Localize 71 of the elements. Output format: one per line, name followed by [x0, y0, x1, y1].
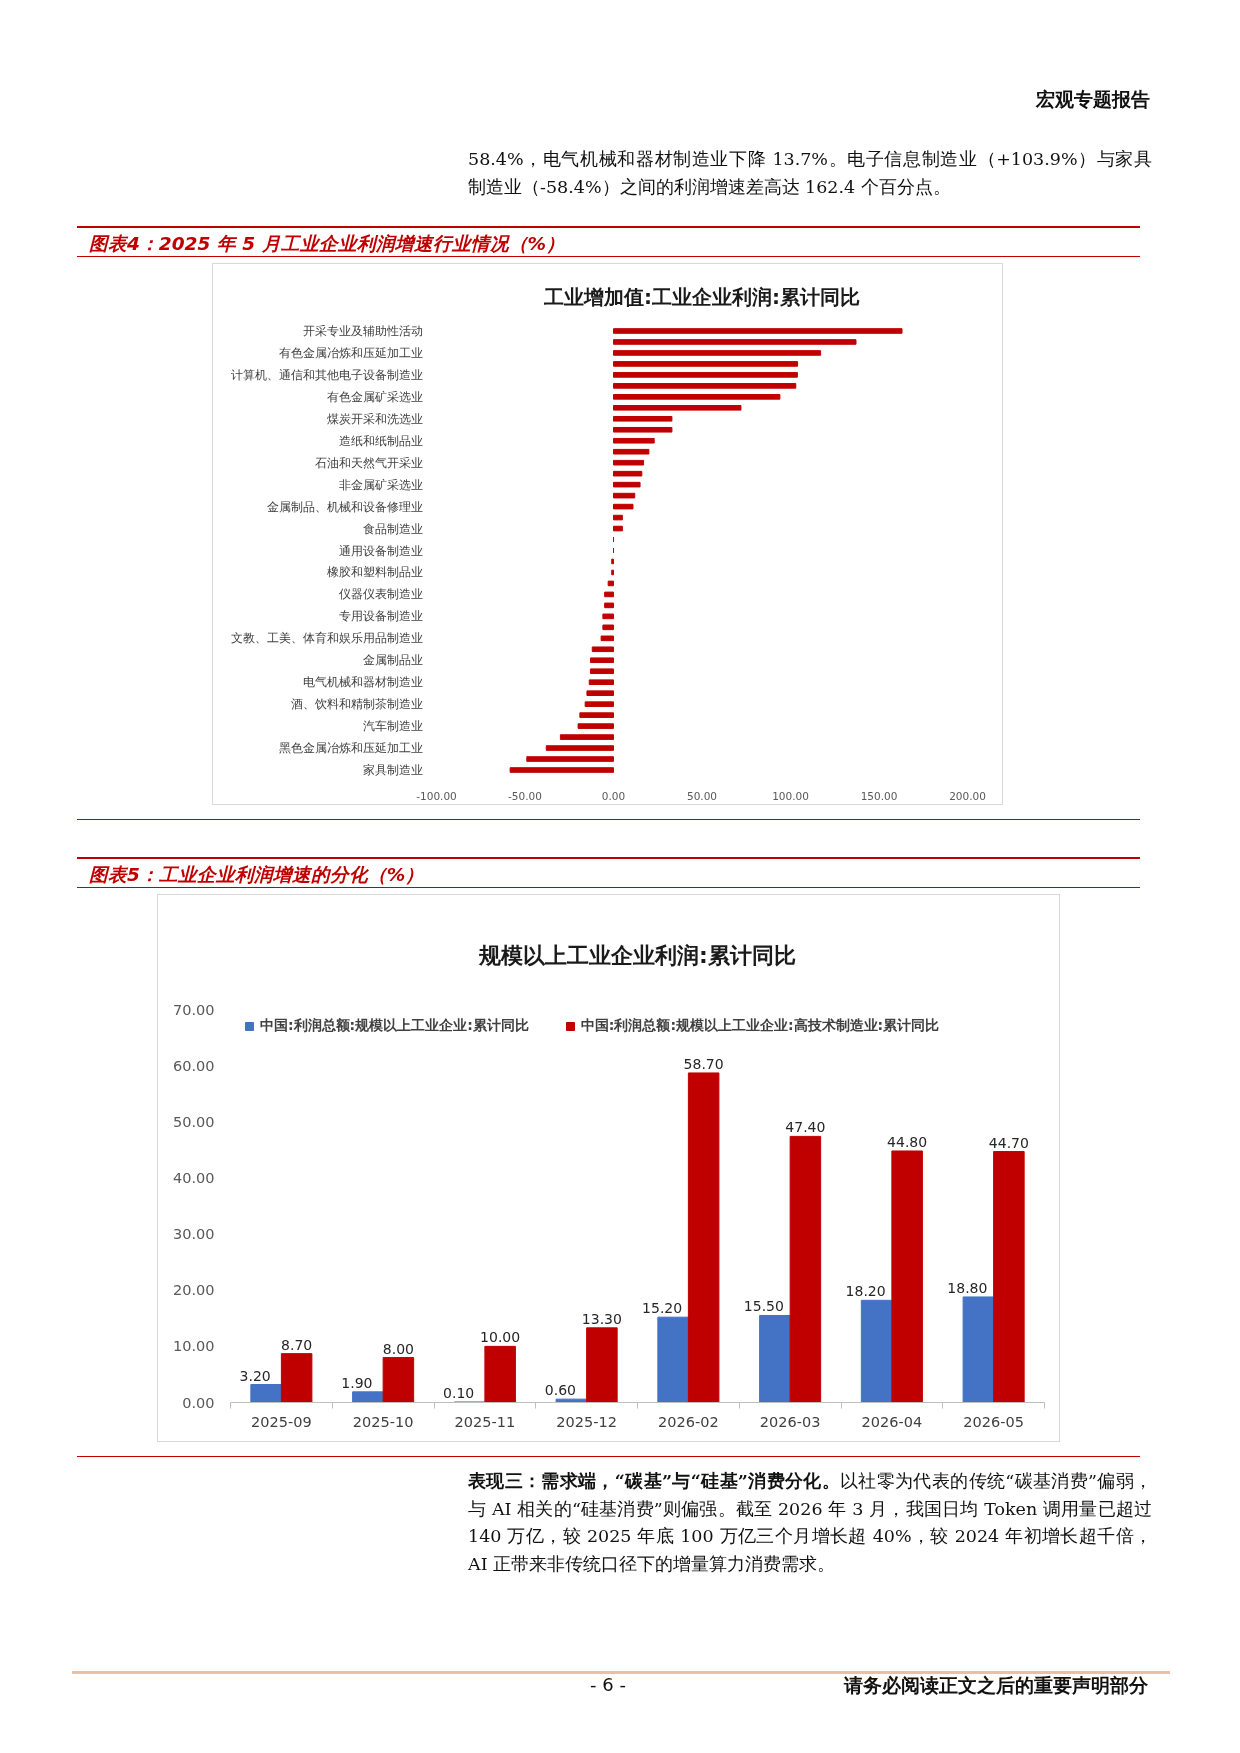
data-label: 18.20: [845, 1283, 886, 1300]
data-label: 3.20: [239, 1367, 271, 1384]
text: 宏观专题报告: [1034, 87, 1150, 112]
y-tick-label: 60.00: [172, 1057, 215, 1074]
x-tick-label: 50.00: [686, 789, 718, 802]
y-tick-label: 开采专业及辅助性活动: [302, 323, 423, 338]
legend-label: 中国:利润总额:规模以上工业企业:高技术制造业:累计同比: [580, 1017, 940, 1035]
text: - 6 -: [589, 1673, 627, 1697]
y-tick-label: 家具制造业: [362, 763, 423, 778]
y-tick-label: 造纸和纸制品业: [338, 433, 423, 448]
data-label: 58.70: [683, 1055, 724, 1072]
x-tick-label: 2026-02: [658, 1413, 719, 1430]
data-label: 13.30: [581, 1310, 622, 1327]
y-tick-label: 非金属矿采选业: [338, 477, 423, 492]
data-label: 0.10: [443, 1384, 475, 1401]
chart-title: 工业增加值:工业企业利润:累计同比: [543, 284, 860, 309]
data-label: 1.90: [341, 1374, 373, 1391]
y-tick-label: 食品制造业: [362, 521, 423, 536]
y-tick-label: 50.00: [172, 1113, 215, 1130]
text: 58.4%，电气机械和器材制造业下降 13.7%。电子信息制造业（+103.9%）与家具制造业（-58.4%）之间的利润增速差高达 162.4 个百分点。: [468, 148, 1152, 199]
text: 请务必阅读正文之后的重要声明部分: [842, 1673, 1148, 1698]
text: 表现三：需求端，“碳基”与“硅基”消费分化。: [468, 1471, 841, 1491]
x-tick-label: 2026-03: [759, 1413, 821, 1430]
chart-title: 规模以上工业企业利润:累计同比: [478, 942, 796, 968]
x-tick-label: 2026-04: [861, 1413, 923, 1430]
y-tick-label: 有色金属冶炼和压延加工业: [278, 345, 423, 360]
data-label: 15.50: [743, 1298, 784, 1315]
y-tick-label: 70.00: [172, 1001, 215, 1018]
x-tick-label: 2026-05: [963, 1413, 1024, 1430]
y-tick-label: 电气机械和器材制造业: [302, 675, 423, 690]
x-tick-label: 150.00: [860, 789, 898, 802]
x-tick-label: -100.00: [416, 789, 457, 802]
data-label: 18.80: [947, 1279, 988, 1296]
y-tick-label: 仪器仪表制造业: [338, 587, 423, 602]
y-tick-label: 专用设备制造业: [338, 609, 423, 624]
data-label: 44.80: [887, 1133, 928, 1150]
legend-label: 中国:利润总额:规模以上工业企业:累计同比: [260, 1017, 529, 1035]
y-tick-label: 黑色金属冶炼和压延加工业: [278, 741, 423, 756]
x-tick-label: 2025-09: [251, 1413, 312, 1430]
x-tick-label: 2025-10: [352, 1413, 414, 1430]
y-tick-label: 汽车制造业: [362, 719, 423, 734]
y-tick-label: 金属制品业: [362, 653, 423, 668]
data-label: 0.60: [544, 1382, 576, 1399]
data-label: 15.20: [642, 1300, 683, 1317]
data-label: 47.40: [785, 1119, 826, 1136]
text: 图表5：工业企业利润增速的分化（%）: [77, 857, 1140, 888]
y-tick-label: 酒、饮料和精制茶制造业: [290, 697, 423, 712]
y-tick-label: 通用设备制造业: [338, 543, 423, 558]
x-tick-label: -50.00: [508, 789, 542, 802]
data-label: 8.00: [382, 1340, 414, 1357]
y-tick-label: 石油和天然气开采业: [314, 455, 423, 470]
y-tick-label: 0.00: [182, 1394, 215, 1411]
y-tick-label: 煤炭开采和洗选业: [326, 411, 423, 426]
data-label: 10.00: [480, 1329, 521, 1346]
x-tick-label: 200.00: [949, 789, 986, 802]
text: 图表4：2025 年 5 月工业企业利润增速行业情况（%）: [77, 226, 1140, 257]
y-tick-label: 有色金属矿采选业: [326, 389, 423, 404]
x-tick-label: 2025-11: [454, 1413, 516, 1430]
data-label: 8.70: [281, 1336, 313, 1353]
y-tick-label: 橡胶和塑料制品业: [326, 565, 423, 580]
y-tick-label: 40.00: [172, 1169, 215, 1186]
data-label: 44.70: [988, 1134, 1029, 1151]
x-tick-label: 100.00: [772, 789, 809, 802]
y-tick-label: 20.00: [172, 1282, 215, 1299]
y-tick-label: 30.00: [172, 1226, 215, 1243]
x-tick-label: 2025-12: [556, 1413, 617, 1430]
y-tick-label: 计算机、通信和其他电子设备制造业: [230, 367, 423, 382]
y-tick-label: 文教、工美、体育和娱乐用品制造业: [230, 631, 423, 646]
y-tick-label: 金属制品、机械和设备修理业: [266, 499, 423, 514]
x-tick-label: 0.00: [601, 789, 626, 802]
y-tick-label: 10.00: [172, 1338, 215, 1355]
